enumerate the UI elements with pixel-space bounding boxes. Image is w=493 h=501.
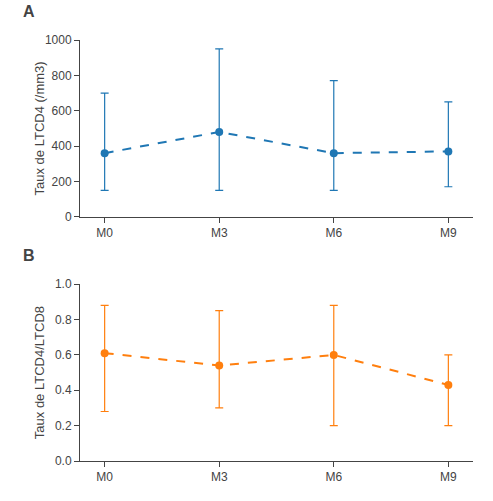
svg-text:M3: M3: [211, 470, 228, 484]
svg-text:1.0: 1.0: [55, 277, 72, 291]
svg-text:0: 0: [65, 210, 72, 224]
svg-text:0.4: 0.4: [55, 383, 72, 397]
svg-text:200: 200: [52, 175, 72, 189]
svg-text:Taux de LTCD4/LTCD8: Taux de LTCD4/LTCD8: [32, 306, 47, 439]
svg-text:600: 600: [52, 104, 72, 118]
svg-text:M6: M6: [325, 226, 342, 240]
svg-text:0.0: 0.0: [55, 454, 72, 468]
svg-text:M6: M6: [325, 470, 342, 484]
svg-text:M0: M0: [96, 470, 113, 484]
svg-text:A: A: [23, 3, 35, 20]
svg-text:800: 800: [52, 69, 72, 83]
svg-text:M0: M0: [96, 226, 113, 240]
svg-text:400: 400: [52, 139, 72, 153]
svg-text:M9: M9: [440, 470, 457, 484]
svg-text:0.6: 0.6: [55, 348, 72, 362]
svg-text:0.8: 0.8: [55, 313, 72, 327]
svg-text:Taux de LTCD4 (/mm3): Taux de LTCD4 (/mm3): [32, 61, 47, 195]
svg-text:0.2: 0.2: [55, 419, 72, 433]
svg-text:1000: 1000: [45, 33, 72, 47]
svg-text:M9: M9: [440, 226, 457, 240]
svg-text:B: B: [23, 247, 35, 264]
svg-text:M3: M3: [211, 226, 228, 240]
